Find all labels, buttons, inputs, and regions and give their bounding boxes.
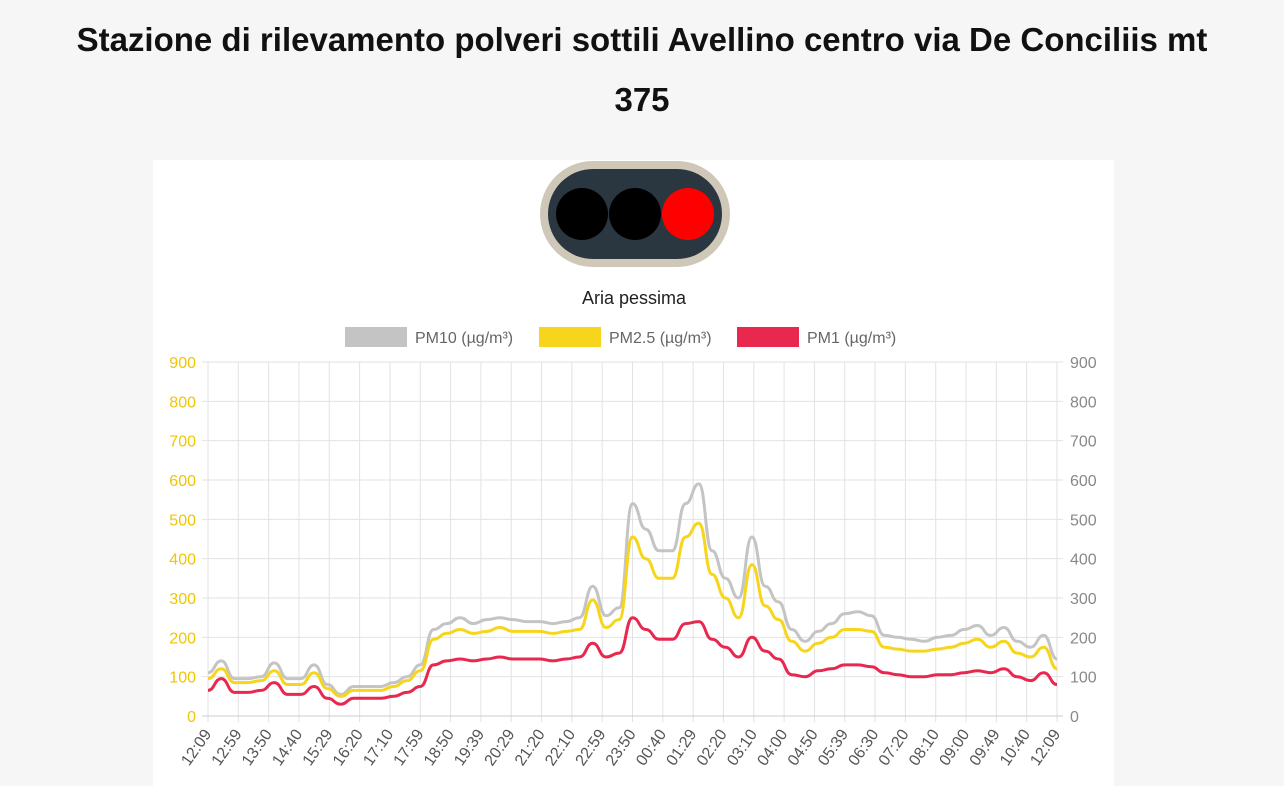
y-tick-label-right: 500 xyxy=(1070,512,1097,529)
y-axis-left: 0 100 200 300 400 500 600 700 800 900 xyxy=(169,355,196,726)
series-line xyxy=(207,521,1058,698)
x-tick-label: 22:59 xyxy=(573,726,610,769)
x-tick-label: 12:59 xyxy=(209,726,246,769)
y-axis-right: 0 100 200 300 400 500 600 700 800 900 xyxy=(1070,355,1097,726)
traffic-light xyxy=(540,161,730,267)
x-tick-label: 08:10 xyxy=(906,726,943,769)
y-tick-label-right: 700 xyxy=(1070,434,1097,451)
x-tick-label: 20:29 xyxy=(482,726,519,769)
chart-series xyxy=(207,482,1058,706)
page-title-line2: 375 xyxy=(614,81,670,118)
x-tick-label: 19:39 xyxy=(451,726,488,769)
y-tick-label-left: 600 xyxy=(169,473,196,490)
x-tick-label: 09:00 xyxy=(936,726,973,769)
y-tick-label-left: 900 xyxy=(169,355,196,372)
chart-legend: PM10 (µg/m³) PM2.5 (µg/m³) PM1 (µg/m³) xyxy=(345,327,896,347)
x-tick-label: 04:00 xyxy=(754,726,791,769)
y-tick-label-left: 400 xyxy=(169,552,196,569)
chart: Aria pessima PM10 (µg/m³) PM2.5 (µg/m³) PM… xyxy=(169,161,1097,769)
y-tick-label-left: 700 xyxy=(169,434,196,451)
legend-label: PM10 (µg/m³) xyxy=(415,330,513,347)
x-tick-label: 12:09 xyxy=(1027,726,1064,769)
x-tick-label: 17:10 xyxy=(360,726,397,769)
x-tick-label: 18:50 xyxy=(421,726,458,769)
x-tick-label: 14:40 xyxy=(269,726,306,769)
x-tick-label: 01:29 xyxy=(664,726,701,769)
x-tick-label: 03:10 xyxy=(724,726,761,769)
y-tick-label-left: 200 xyxy=(169,630,196,647)
y-tick-label-right: 900 xyxy=(1070,355,1097,372)
y-tick-label-left: 500 xyxy=(169,512,196,529)
traffic-light-left xyxy=(556,188,608,240)
legend-swatch xyxy=(737,327,799,347)
x-tick-label: 09:49 xyxy=(967,726,1004,769)
air-quality-status: Aria pessima xyxy=(582,288,687,308)
x-tick-label: 17:59 xyxy=(391,726,428,769)
legend-label: PM1 (µg/m³) xyxy=(807,330,896,347)
traffic-light-right xyxy=(662,188,714,240)
x-tick-label: 06:30 xyxy=(845,726,882,769)
y-tick-label-left: 300 xyxy=(169,591,196,608)
x-tick-label: 02:20 xyxy=(694,726,731,769)
x-tick-label: 00:40 xyxy=(633,726,670,769)
y-tick-label-left: 800 xyxy=(169,394,196,411)
y-tick-label-right: 600 xyxy=(1070,473,1097,490)
legend-swatch xyxy=(345,327,407,347)
x-tick-label: 13:50 xyxy=(239,726,276,769)
x-tick-label: 22:10 xyxy=(542,726,579,769)
y-tick-label-right: 800 xyxy=(1070,394,1097,411)
y-tick-label-right: 400 xyxy=(1070,552,1097,569)
page-title: Stazione di rilevamento polveri sottili … xyxy=(0,10,1284,130)
x-tick-label: 15:29 xyxy=(300,726,337,769)
y-tick-label-right: 200 xyxy=(1070,630,1097,647)
x-tick-label: 23:50 xyxy=(603,726,640,769)
traffic-light-middle xyxy=(609,188,661,240)
y-tick-label-right: 300 xyxy=(1070,591,1097,608)
legend-label: PM2.5 (µg/m³) xyxy=(609,330,712,347)
y-tick-label-left: 100 xyxy=(169,670,196,687)
chart-card: Aria pessima PM10 (µg/m³) PM2.5 (µg/m³) PM… xyxy=(153,160,1114,786)
x-tick-label: 16:20 xyxy=(330,726,367,769)
x-tick-label: 05:39 xyxy=(815,726,852,769)
x-tick-label: 04:50 xyxy=(785,726,822,769)
x-axis: 12:0912:5913:5014:4015:2916:2017:1017:59… xyxy=(178,726,1064,769)
x-tick-label: 12:09 xyxy=(178,726,215,769)
chart-grid xyxy=(202,361,1063,722)
y-tick-label-left: 0 xyxy=(187,709,196,726)
series-line xyxy=(207,482,1058,696)
y-tick-label-right: 100 xyxy=(1070,670,1097,687)
page-title-line1: Stazione di rilevamento polveri sottili … xyxy=(76,21,1208,58)
x-tick-label: 07:20 xyxy=(876,726,913,769)
legend-swatch xyxy=(539,327,601,347)
y-tick-label-right: 0 xyxy=(1070,709,1079,726)
series-line xyxy=(207,616,1058,706)
x-tick-label: 21:20 xyxy=(512,726,549,769)
x-tick-label: 10:40 xyxy=(997,726,1034,769)
